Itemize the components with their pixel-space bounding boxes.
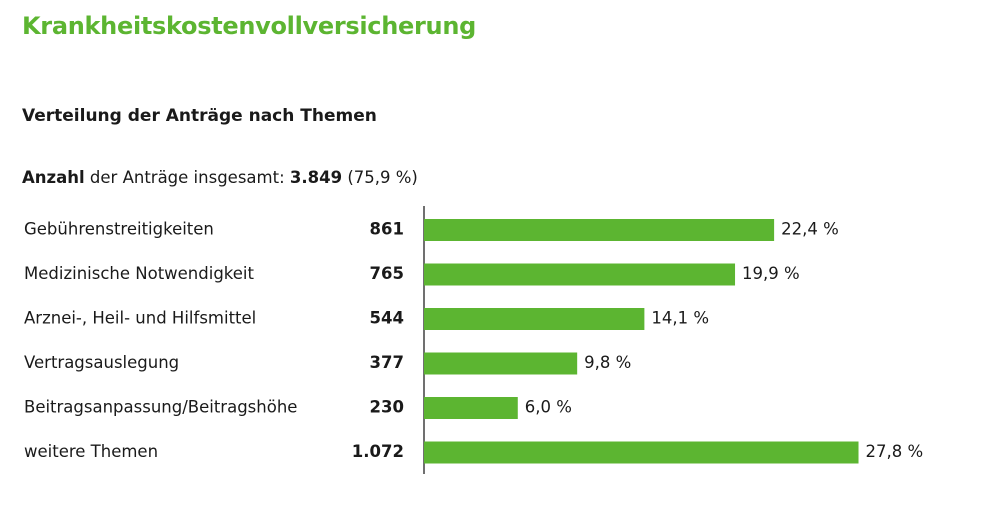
count-label: 765: [370, 264, 404, 283]
count-label: 861: [370, 220, 404, 239]
bar: [424, 219, 775, 241]
category-label: Beitragsanpassung/Beitragshöhe: [24, 398, 297, 417]
count-label: 544: [370, 309, 404, 328]
bar: [424, 352, 578, 375]
count-label: 1.072: [352, 442, 404, 461]
summary-prefix: Anzahl: [22, 168, 85, 187]
value-label: 19,9 %: [742, 264, 800, 283]
count-label: 377: [370, 353, 404, 372]
category-label: Medizinische Notwendigkeit: [24, 264, 254, 283]
bar: [424, 397, 518, 419]
summary-line: Anzahl der Anträge insgesamt: 3.849 (75,…: [22, 168, 418, 187]
category-label: Vertragsauslegung: [24, 353, 179, 372]
bar: [424, 441, 859, 464]
category-label: weitere Themen: [24, 442, 158, 461]
summary-middle: der Anträge insgesamt:: [84, 168, 290, 187]
chart-title: Verteilung der Anträge nach Themen: [22, 106, 377, 126]
summary-total: 3.849: [289, 168, 343, 187]
value-label: 6,0 %: [525, 398, 572, 417]
page-heading: Krankheitskostenvollversicherung: [22, 12, 476, 40]
summary-share: (75,9 %): [342, 168, 418, 187]
value-label: 14,1 %: [651, 309, 709, 328]
category-label: Gebührenstreitigkeiten: [24, 220, 214, 239]
category-label: Arznei-, Heil- und Hilfsmittel: [24, 309, 256, 328]
bar: [424, 308, 645, 330]
value-label: 22,4 %: [781, 220, 839, 239]
value-label: 9,8 %: [584, 353, 631, 372]
bar: [424, 263, 736, 286]
bar-chart: Gebührenstreitigkeiten 861 22,4 % Medizinis…: [24, 206, 924, 474]
value-label: 27,8 %: [866, 442, 924, 461]
count-label: 230: [370, 398, 404, 417]
